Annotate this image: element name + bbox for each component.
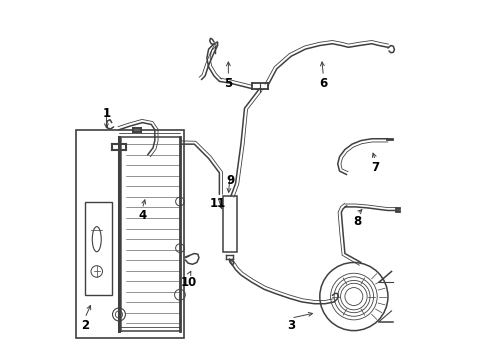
Text: 7: 7 [370,161,379,174]
Bar [223,196,236,252]
Text: 4: 4 [138,210,146,222]
Text: 3: 3 [286,319,295,332]
Text: 5: 5 [224,77,232,90]
Bar [85,202,112,295]
Text: 1: 1 [102,107,110,120]
Text: 6: 6 [319,77,327,90]
Text: 10: 10 [181,276,197,289]
Text: 2: 2 [81,319,89,332]
Text: 9: 9 [225,174,234,186]
Text: 11: 11 [209,197,225,210]
Text: 8: 8 [353,215,361,228]
Bar [76,130,183,338]
